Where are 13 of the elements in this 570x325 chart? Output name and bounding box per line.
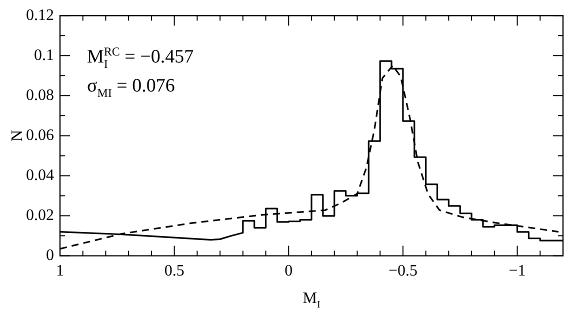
- y-tick-label: 0: [46, 247, 54, 264]
- y-tick-label: 0.02: [26, 206, 54, 224]
- x-tick-label: −1: [508, 262, 526, 280]
- x-tick-label: 0: [284, 262, 293, 280]
- y-tick-label: 0.08: [26, 86, 54, 104]
- y-tick-label: 0.06: [26, 126, 54, 144]
- x-tick-label: 1: [56, 262, 64, 280]
- x-tick-label: −0.5: [388, 262, 418, 280]
- y-tick-label: 0.04: [26, 166, 54, 184]
- y-axis-title: N: [9, 129, 26, 142]
- x-tick-label: 0.5: [164, 262, 184, 280]
- y-tick-label: 0.1: [34, 46, 54, 64]
- y-tick-label: 0.12: [26, 6, 54, 24]
